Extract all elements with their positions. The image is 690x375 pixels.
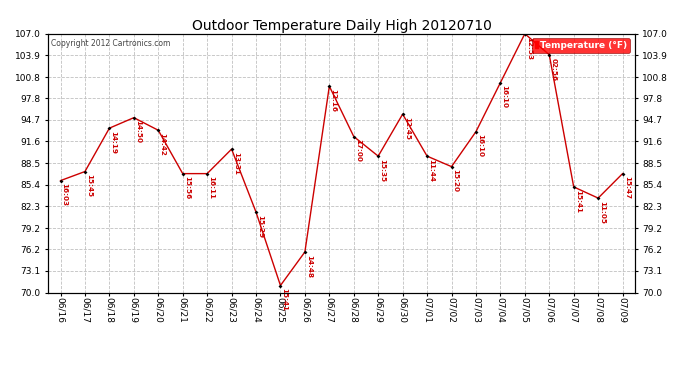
Text: 14:42: 14:42 [159,133,166,156]
Title: Outdoor Temperature Daily High 20120710: Outdoor Temperature Daily High 20120710 [192,19,491,33]
Text: 14:48: 14:48 [306,255,312,278]
Text: 15:35: 15:35 [380,159,386,182]
Text: 15:29: 15:29 [257,215,263,238]
Text: 12:16: 12:16 [331,89,337,112]
Text: 16:11: 16:11 [208,176,215,200]
Text: 13:31: 13:31 [233,152,239,175]
Text: 14:19: 14:19 [110,131,117,154]
Text: 16:10: 16:10 [502,86,508,108]
Text: 15:20: 15:20 [453,170,459,192]
Text: 11:44: 11:44 [428,159,434,182]
Text: 15:45: 15:45 [86,174,92,197]
Text: 12:53: 12:53 [526,36,532,60]
Text: 02:56: 02:56 [551,57,556,81]
Text: 16:10: 16:10 [477,134,483,158]
Text: 15:41: 15:41 [575,190,581,213]
Text: 15:41: 15:41 [282,288,288,311]
Text: 11:05: 11:05 [600,201,605,224]
Text: 15:56: 15:56 [184,176,190,200]
Text: Copyright 2012 Cartronics.com: Copyright 2012 Cartronics.com [51,39,170,48]
Text: 17:00: 17:00 [355,140,361,162]
Text: 14:50: 14:50 [135,120,141,144]
Legend: Temperature (°F): Temperature (°F) [532,38,630,53]
Text: 12:45: 12:45 [404,117,410,140]
Text: 16:03: 16:03 [61,183,68,206]
Text: 15:47: 15:47 [624,176,630,200]
